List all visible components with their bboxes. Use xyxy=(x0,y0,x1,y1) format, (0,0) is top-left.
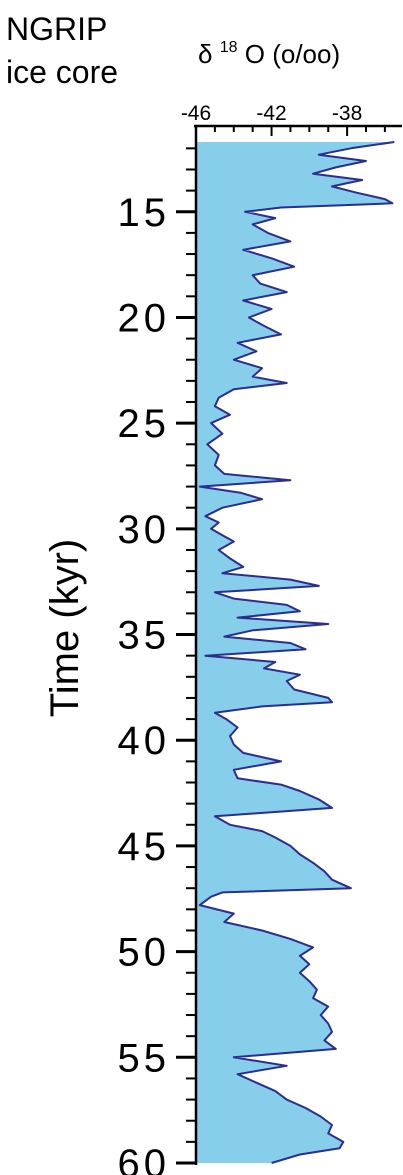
x-axis-title-delta: δ xyxy=(198,39,212,69)
y-tick-label: 20 xyxy=(118,296,171,340)
y-tick-label: 40 xyxy=(118,719,171,763)
x-tick-label: -38 xyxy=(332,102,362,125)
y-tick-label: 50 xyxy=(118,931,171,975)
x-tick-label: -46 xyxy=(181,102,211,125)
y-tick-label: 55 xyxy=(118,1036,171,1080)
y-tick-label: 25 xyxy=(118,402,171,446)
y-axis: 15 20 25 30 35 40 45 50 55 60 xyxy=(118,147,196,1175)
y-tick-label: 35 xyxy=(118,614,171,658)
y-tick-label: 30 xyxy=(118,508,171,552)
core-title-line2: ice core xyxy=(6,54,118,90)
y-tick-label: 15 xyxy=(118,191,171,235)
x-tick-label: -42 xyxy=(256,102,286,125)
chart-titles: NGRIP ice core δ 18 O (o/oo) Time (kyr) xyxy=(6,11,340,717)
x-axis-title-rest: O (o/oo) xyxy=(245,39,340,69)
x-axis-title-superscript: 18 xyxy=(220,39,238,56)
y-tick-label: 45 xyxy=(118,825,171,869)
core-title-line1: NGRIP xyxy=(6,11,107,47)
x-axis-title: δ 18 O (o/oo) xyxy=(198,28,340,69)
x-axis: -46 -42 -38 xyxy=(181,102,386,136)
d18o-area-fill xyxy=(196,142,395,1163)
d18o-series-line xyxy=(198,141,395,1164)
y-tick-label: 60 xyxy=(118,1142,171,1175)
plot-area xyxy=(194,124,402,1165)
y-axis-title: Time (kyr) xyxy=(43,539,87,717)
